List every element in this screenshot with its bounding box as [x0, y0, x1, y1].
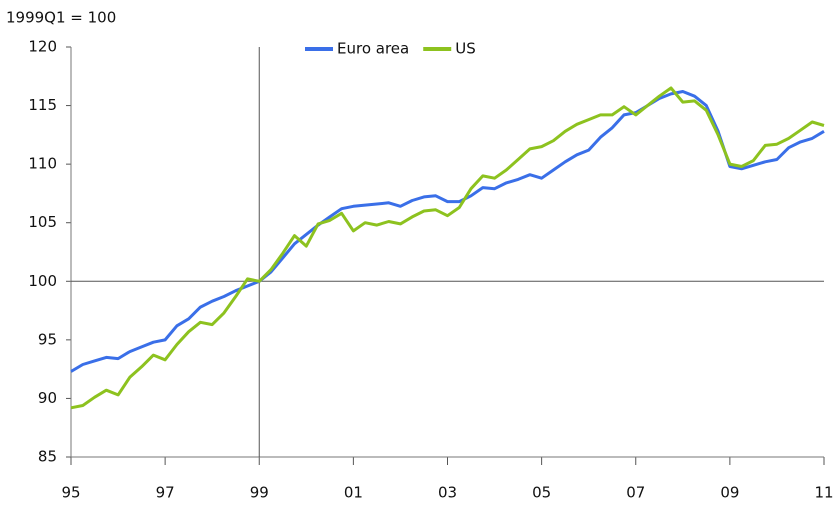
- x-tick-label: 11: [814, 484, 833, 502]
- x-tick-label: 01: [344, 484, 363, 502]
- y-tick-label: 115: [28, 96, 57, 114]
- y-tick-label: 105: [28, 213, 57, 231]
- y-tick-label: 120: [28, 38, 57, 56]
- legend-label: Euro area: [337, 40, 409, 58]
- y-tick-label: 100: [28, 272, 57, 290]
- data-line: [70, 90, 825, 373]
- x-tick-label: 09: [720, 484, 739, 502]
- x-tick-label: 07: [626, 484, 645, 502]
- y-tick-label: 90: [38, 389, 57, 407]
- data-line: [70, 86, 825, 410]
- x-tick-label: 97: [156, 484, 175, 502]
- x-tick-label: 05: [532, 484, 551, 502]
- x-tick-label: 03: [438, 484, 457, 502]
- y-tick-label: 85: [38, 448, 57, 466]
- x-tick-label: 99: [250, 484, 269, 502]
- x-tick-label: 95: [61, 484, 80, 502]
- y-tick-label: 95: [38, 330, 57, 348]
- legend-label: US: [455, 40, 476, 58]
- y-tick-label: 110: [28, 155, 57, 173]
- y-axis-label: 1999Q1 = 100: [6, 9, 116, 27]
